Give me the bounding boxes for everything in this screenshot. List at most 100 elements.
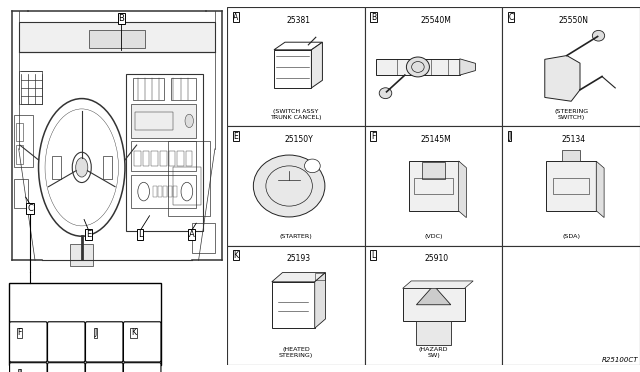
Bar: [177, 151, 184, 166]
FancyBboxPatch shape: [47, 322, 85, 362]
Bar: [136, 112, 173, 130]
Bar: [168, 186, 172, 197]
Polygon shape: [312, 42, 323, 88]
FancyBboxPatch shape: [86, 363, 123, 372]
Text: J: J: [94, 328, 97, 337]
Text: B: B: [371, 13, 376, 22]
Circle shape: [406, 57, 429, 77]
Bar: [17, 145, 23, 164]
Bar: [554, 178, 589, 194]
Bar: [502, 246, 640, 365]
Text: 25550N: 25550N: [559, 16, 589, 25]
Bar: [365, 126, 502, 246]
Text: I: I: [19, 369, 20, 372]
FancyBboxPatch shape: [86, 322, 123, 362]
Circle shape: [593, 31, 605, 41]
Text: (STEERING
SWITCH): (STEERING SWITCH): [554, 109, 588, 120]
Text: (STARTER): (STARTER): [280, 234, 312, 239]
Bar: [19, 71, 42, 104]
Bar: [227, 7, 365, 126]
Text: A: A: [234, 13, 239, 22]
Text: (SDA): (SDA): [562, 234, 580, 239]
Bar: [131, 104, 196, 138]
Text: 25145M: 25145M: [421, 135, 452, 144]
Circle shape: [253, 155, 325, 217]
FancyBboxPatch shape: [10, 322, 47, 362]
Bar: [160, 151, 166, 166]
Text: 25134: 25134: [562, 135, 586, 144]
Circle shape: [76, 158, 88, 177]
Circle shape: [380, 88, 392, 99]
Bar: [408, 161, 459, 211]
Text: A: A: [189, 230, 195, 239]
Bar: [365, 246, 502, 365]
Bar: [191, 223, 215, 253]
Text: K: K: [234, 251, 238, 260]
Bar: [227, 126, 365, 246]
Polygon shape: [403, 281, 473, 288]
Text: 25150Y: 25150Y: [284, 135, 313, 144]
Polygon shape: [417, 285, 451, 305]
Bar: [563, 150, 580, 161]
Text: 25193: 25193: [287, 254, 311, 263]
Bar: [414, 178, 453, 194]
Bar: [227, 246, 365, 365]
Bar: [131, 175, 196, 208]
Bar: [403, 288, 465, 321]
Bar: [152, 151, 158, 166]
FancyBboxPatch shape: [10, 363, 47, 372]
Text: C: C: [509, 13, 514, 22]
Bar: [502, 126, 640, 246]
Bar: [186, 151, 193, 166]
Bar: [19, 22, 215, 52]
Circle shape: [185, 114, 193, 128]
Bar: [131, 141, 196, 171]
Bar: [14, 115, 33, 167]
Bar: [51, 156, 61, 179]
Bar: [376, 59, 460, 75]
Bar: [133, 78, 164, 100]
Text: L: L: [138, 230, 143, 239]
Text: E: E: [86, 230, 92, 239]
FancyBboxPatch shape: [124, 322, 161, 362]
Bar: [70, 244, 93, 266]
Text: R25100CT: R25100CT: [602, 357, 638, 363]
Circle shape: [305, 159, 320, 173]
Bar: [502, 7, 640, 126]
Text: E: E: [234, 132, 238, 141]
Text: B: B: [118, 14, 124, 23]
Bar: [170, 78, 196, 100]
Bar: [17, 123, 23, 141]
Text: F: F: [17, 328, 22, 337]
Polygon shape: [545, 55, 580, 101]
Bar: [89, 30, 145, 48]
Text: J: J: [509, 132, 511, 141]
Text: 25910: 25910: [424, 254, 449, 263]
Bar: [365, 7, 502, 126]
Bar: [158, 186, 162, 197]
Polygon shape: [315, 273, 326, 328]
Bar: [102, 156, 112, 179]
Bar: [173, 167, 201, 205]
Polygon shape: [459, 161, 467, 218]
FancyBboxPatch shape: [124, 363, 161, 372]
Bar: [173, 186, 177, 197]
Text: L: L: [371, 251, 375, 260]
Bar: [163, 186, 167, 197]
Bar: [422, 162, 445, 179]
Bar: [315, 273, 326, 280]
Bar: [143, 151, 149, 166]
Text: F: F: [371, 132, 376, 141]
Text: (HEATED
STEERING): (HEATED STEERING): [279, 347, 313, 358]
Text: 25540M: 25540M: [421, 16, 452, 25]
Bar: [134, 151, 141, 166]
Bar: [417, 321, 451, 345]
Bar: [14, 179, 28, 208]
FancyBboxPatch shape: [47, 363, 85, 372]
Text: C: C: [28, 204, 33, 213]
Bar: [126, 74, 204, 231]
Text: (VDC): (VDC): [424, 234, 443, 239]
Bar: [546, 161, 596, 211]
Polygon shape: [272, 273, 326, 282]
Text: (HAZARD
SW): (HAZARD SW): [419, 347, 449, 358]
